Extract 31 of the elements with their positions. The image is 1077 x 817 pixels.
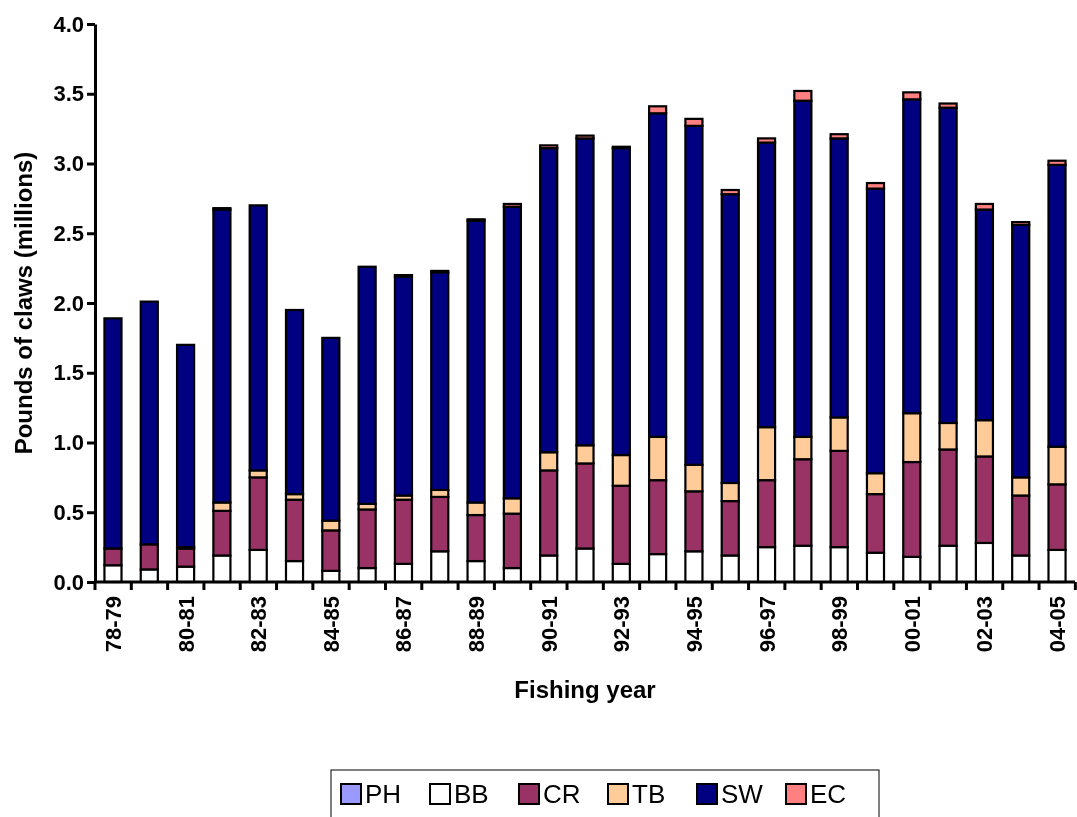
legend-label: TB [632, 779, 666, 809]
y-tick-label: 2.0 [53, 290, 84, 316]
x-tick-label: 98-99 [827, 596, 853, 653]
x-tick-label: 90-91 [536, 596, 562, 653]
x-tick-label: 94-95 [681, 596, 707, 653]
x-tick-label: 84-85 [318, 596, 344, 653]
x-axis-title: Fishing year [514, 676, 656, 703]
legend-label: CR [543, 779, 581, 809]
y-tick-label: 1.0 [53, 430, 84, 456]
y-tick-label: 0.5 [53, 499, 84, 525]
x-tick-label: 78-79 [100, 596, 126, 653]
x-tick-label: 88-89 [464, 596, 490, 653]
x-tick-label: 92-93 [609, 596, 635, 653]
x-tick-label: 86-87 [391, 596, 417, 653]
y-axis-title: Pounds of claws (millions) [10, 151, 37, 455]
legend-label: PH [365, 779, 402, 809]
y-tick-label: 4.0 [53, 11, 84, 37]
legend-label: BB [454, 779, 489, 809]
legend-label: SW [721, 779, 764, 809]
y-tick-label: 0.0 [53, 569, 84, 595]
x-tick-label: 02-03 [972, 596, 998, 653]
y-tick-label: 2.5 [53, 220, 84, 246]
legend-label: EC [810, 779, 847, 809]
x-tick-label: 00-01 [899, 596, 925, 653]
x-tick-label: 80-81 [173, 596, 199, 653]
x-tick-label: 04-05 [1045, 596, 1071, 653]
y-tick-label: 1.5 [53, 360, 84, 386]
x-tick-label: 96-97 [754, 596, 780, 653]
y-tick-label: 3.0 [53, 151, 84, 177]
x-tick-label: 82-83 [246, 596, 272, 653]
y-tick-label: 3.5 [53, 81, 84, 107]
